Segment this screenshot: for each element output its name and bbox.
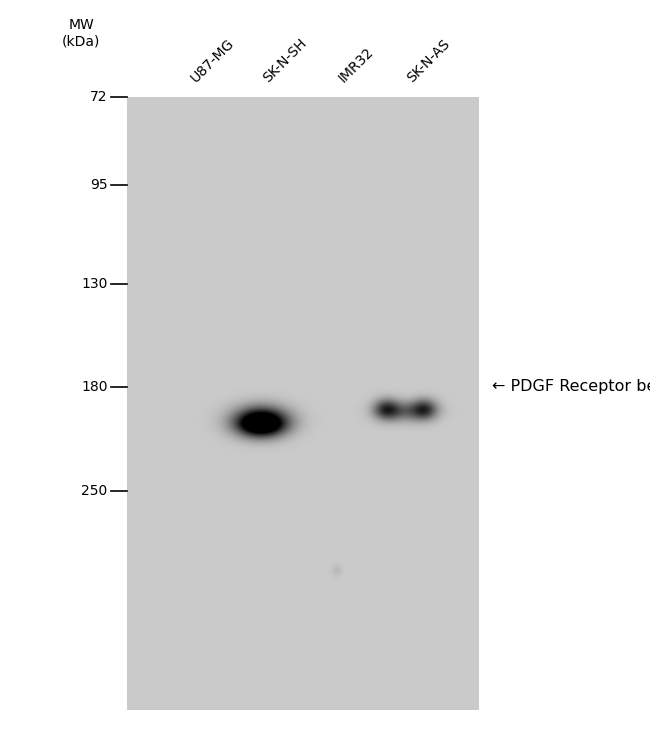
Text: 95: 95 <box>90 178 107 192</box>
Text: 250: 250 <box>81 483 107 498</box>
Text: MW
(kDa): MW (kDa) <box>62 18 100 48</box>
Text: 130: 130 <box>81 277 107 291</box>
Text: 180: 180 <box>81 379 107 394</box>
Text: SK-N-AS: SK-N-AS <box>404 37 452 85</box>
Text: IMR32: IMR32 <box>335 45 376 85</box>
Text: ← PDGF Receptor beta: ← PDGF Receptor beta <box>492 379 650 394</box>
Text: U87-MG: U87-MG <box>188 36 237 85</box>
Text: 72: 72 <box>90 90 107 104</box>
Text: SK-N-SH: SK-N-SH <box>260 36 309 85</box>
